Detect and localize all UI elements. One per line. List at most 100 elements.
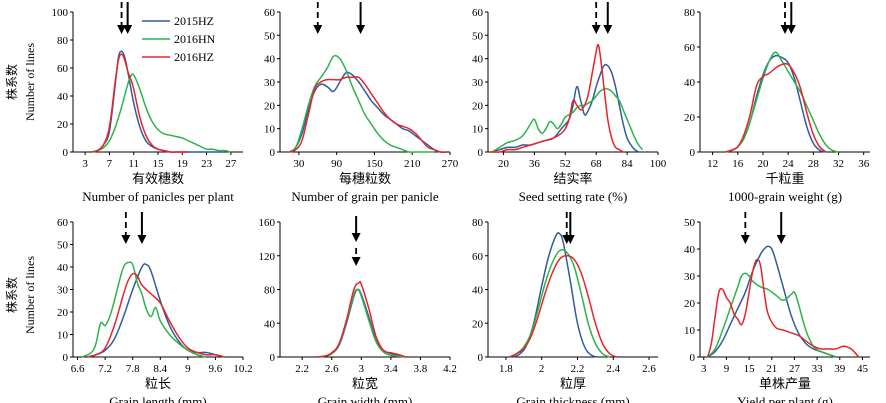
y-tick-label: 40 xyxy=(472,54,484,66)
y-tick-label: 40 xyxy=(684,77,696,89)
y-tick-label: 10 xyxy=(57,330,69,342)
x-tick-label: 270 xyxy=(442,158,459,170)
x-tick-label: 68 xyxy=(591,158,603,170)
y-tick-label: 20 xyxy=(472,100,484,112)
y-tick-label: 0 xyxy=(63,147,69,159)
x-tick-label: 20 xyxy=(757,158,769,170)
x-tick-label: 9.6 xyxy=(209,363,223,375)
x-tick-label: 11 xyxy=(128,158,139,170)
y-tick-label: 50 xyxy=(57,240,69,252)
x-tick-label: 27 xyxy=(789,363,801,375)
series-line-2015HZ xyxy=(316,288,406,358)
x-tick-label: 2.2 xyxy=(571,363,585,375)
y-tick-label: 20 xyxy=(684,112,696,124)
x-tick-label: 10.2 xyxy=(233,363,252,375)
series-line-2015HZ xyxy=(707,245,837,358)
x-tick-label: 2.6 xyxy=(325,363,339,375)
x-tick-label: 23 xyxy=(201,158,213,170)
x-tick-label: 20 xyxy=(498,158,510,170)
x-tick-label: 7.2 xyxy=(98,363,112,375)
y-tick-label: 160 xyxy=(259,217,276,229)
y-tick-label: 80 xyxy=(684,7,696,19)
x-tick-label: 24 xyxy=(783,158,795,170)
x-tick-label: 16 xyxy=(732,158,744,170)
x-tick-label: 7 xyxy=(107,158,113,170)
arrow-head xyxy=(565,235,575,244)
y-tick-label: 40 xyxy=(684,244,696,256)
x-tick-label: 12 xyxy=(707,158,718,170)
y-tick-label: 60 xyxy=(684,42,696,54)
panel-6: 0 40 80 120 160 2.2 2.6 3 3.4 3.8 4.2 粒宽 Grain width… xyxy=(259,216,457,403)
x-tick-label: 52 xyxy=(560,158,571,170)
y-tick-label: 0 xyxy=(478,147,484,159)
ylabel-en-row1: Number of lines xyxy=(23,43,37,121)
x-tick-label: 2.4 xyxy=(606,363,620,375)
arrow-head xyxy=(313,25,323,34)
x-tick-label: 9 xyxy=(724,363,730,375)
y-tick-label: 40 xyxy=(264,54,276,66)
x-tick-label: 3 xyxy=(359,363,365,375)
ylabel-en-row2: Number of lines xyxy=(23,256,37,334)
x-tick-label: 3.4 xyxy=(384,363,398,375)
x-tick-label: 7.8 xyxy=(126,363,140,375)
series-line-2016HZ xyxy=(86,272,225,358)
series-line-2016HN xyxy=(724,51,839,153)
y-tick-label: 20 xyxy=(57,307,69,319)
series-line-2015HZ xyxy=(288,71,447,153)
x-tick-label: 39 xyxy=(834,363,846,375)
series-line-2016HZ xyxy=(316,280,406,358)
panel-7: 0 20 40 60 80 1.8 2 2.2 2.4 2.6 粒厚 Grain thickness … xyxy=(472,212,658,403)
series-line-2016HZ xyxy=(706,258,860,358)
ylabel-cn-row1: 株系数 xyxy=(4,64,19,100)
x-label-en: Seed setting rate (%) xyxy=(519,189,628,204)
y-tick-label: 20 xyxy=(472,318,484,330)
series-line-2016HN xyxy=(509,248,611,358)
legend-label-2016hn: 2016HN xyxy=(174,32,216,46)
arrow-head xyxy=(591,25,601,34)
x-label-cn: 单株产量 xyxy=(759,376,811,391)
series-line-2016HZ xyxy=(289,76,447,153)
arrow-head xyxy=(356,25,366,34)
y-tick-label: 50 xyxy=(264,30,276,42)
x-tick-label: 36 xyxy=(858,158,870,170)
y-tick-label: 0 xyxy=(478,352,484,364)
series-line-2016HN xyxy=(316,288,406,358)
y-tick-label: 20 xyxy=(264,100,276,112)
x-label-cn: 粒厚 xyxy=(560,376,586,391)
y-tick-label: 10 xyxy=(264,124,276,136)
x-label-cn: 每穗粒数 xyxy=(339,171,391,186)
x-tick-label: 45 xyxy=(857,363,869,375)
y-tick-label: 30 xyxy=(57,285,69,297)
y-tick-label: 80 xyxy=(264,285,276,297)
x-label-cn: 粒长 xyxy=(145,376,171,391)
panel-1: 0 20 40 60 80 100 3 7 11 15 19 23 27 有效穗数 Number of pa… xyxy=(52,2,243,204)
arrow-head xyxy=(776,235,786,244)
series-line-2015HZ xyxy=(724,54,827,153)
arrow-head xyxy=(121,235,131,244)
x-tick-label: 84 xyxy=(622,158,634,170)
series-line-2016HZ xyxy=(491,43,624,153)
panel-3: 0 10 20 30 40 50 60 20 36 52 68 84 100 结实率 Seed settin… xyxy=(472,2,667,204)
arrow-head xyxy=(740,235,750,244)
y-tick-label: 40 xyxy=(57,91,69,103)
x-tick-label: 3 xyxy=(82,158,88,170)
y-tick-label: 20 xyxy=(57,119,69,131)
x-label-cn: 结实率 xyxy=(553,171,592,186)
arrow-head xyxy=(117,25,127,34)
x-label-en: 1000-grain weight (g) xyxy=(728,189,842,204)
y-tick-label: 0 xyxy=(690,147,696,159)
panel-4: 0 20 40 60 80 12 16 20 24 28 32 36 千粒重 1000-grain wei… xyxy=(684,2,870,204)
arrow-head xyxy=(351,257,361,266)
y-tick-label: 60 xyxy=(264,7,276,19)
arrow-head xyxy=(351,233,361,242)
x-tick-label: 90 xyxy=(331,158,343,170)
y-tick-label: 120 xyxy=(259,251,276,263)
series-line-2015HZ xyxy=(86,263,225,358)
series-line-2016HN xyxy=(81,261,207,358)
x-tick-label: 2.2 xyxy=(295,363,309,375)
x-label-cn: 千粒重 xyxy=(765,171,804,186)
x-label-en: Number of panicles per plant xyxy=(82,189,234,204)
x-label-en: Grain length (mm) xyxy=(109,394,206,403)
series-line-2016HN xyxy=(491,87,644,153)
